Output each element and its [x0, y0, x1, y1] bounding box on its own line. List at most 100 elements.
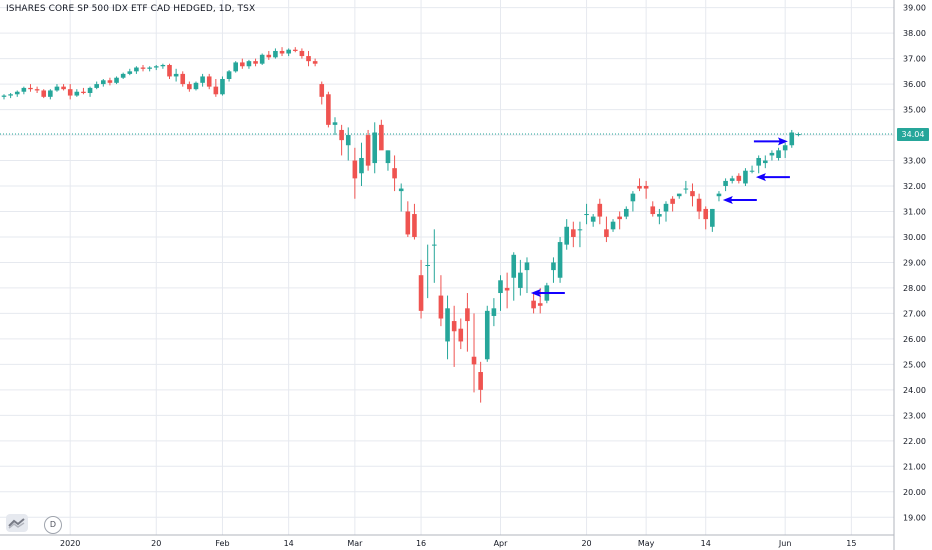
- candle[interactable]: [511, 252, 517, 301]
- candle[interactable]: [246, 59, 252, 69]
- candle[interactable]: [432, 229, 437, 283]
- candle[interactable]: [200, 73, 205, 87]
- candle[interactable]: [445, 295, 450, 360]
- candle[interactable]: [120, 72, 126, 79]
- candle[interactable]: [703, 206, 709, 230]
- candle[interactable]: [657, 208, 662, 225]
- candle[interactable]: [471, 313, 477, 393]
- candle[interactable]: [372, 122, 378, 174]
- candle[interactable]: [405, 201, 411, 237]
- candle[interactable]: [756, 155, 761, 174]
- candle[interactable]: [326, 91, 331, 128]
- candle[interactable]: [650, 201, 656, 217]
- candle[interactable]: [564, 219, 569, 250]
- candle[interactable]: [193, 81, 199, 91]
- candle[interactable]: [551, 257, 556, 283]
- candle[interactable]: [418, 259, 424, 319]
- candle[interactable]: [167, 63, 172, 79]
- candle[interactable]: [180, 71, 186, 87]
- candle[interactable]: [147, 66, 152, 72]
- candle[interactable]: [61, 84, 66, 91]
- candle[interactable]: [438, 275, 444, 327]
- arrow-annotation[interactable]: [722, 196, 757, 205]
- candle[interactable]: [160, 63, 166, 69]
- arrow-annotation[interactable]: [755, 173, 790, 182]
- candle[interactable]: [584, 203, 589, 225]
- candle[interactable]: [465, 293, 470, 352]
- candle[interactable]: [458, 318, 464, 350]
- candle[interactable]: [749, 165, 755, 174]
- candle[interactable]: [630, 191, 636, 212]
- candle[interactable]: [769, 150, 775, 161]
- candle[interactable]: [597, 198, 603, 225]
- candle[interactable]: [676, 193, 682, 199]
- candle[interactable]: [736, 173, 742, 184]
- candle[interactable]: [101, 78, 106, 87]
- candle[interactable]: [286, 48, 291, 57]
- candle[interactable]: [710, 208, 715, 232]
- candle[interactable]: [425, 244, 430, 299]
- candle[interactable]: [21, 86, 27, 95]
- candle[interactable]: [299, 48, 305, 59]
- candle[interactable]: [683, 180, 689, 194]
- candle[interactable]: [220, 76, 225, 96]
- candle[interactable]: [8, 93, 13, 99]
- candle[interactable]: [319, 81, 325, 105]
- candle[interactable]: [134, 66, 139, 74]
- candle[interactable]: [48, 89, 53, 100]
- candle[interactable]: [34, 86, 40, 94]
- candle[interactable]: [173, 68, 179, 82]
- candle[interactable]: [127, 68, 133, 76]
- candle[interactable]: [54, 84, 60, 92]
- candle[interactable]: [571, 221, 576, 248]
- arrow-annotation[interactable]: [530, 289, 565, 298]
- candle[interactable]: [504, 272, 510, 309]
- candle[interactable]: [557, 236, 563, 283]
- candle[interactable]: [352, 147, 358, 199]
- candle[interactable]: [763, 155, 768, 169]
- candle[interactable]: [776, 147, 781, 161]
- candle[interactable]: [312, 58, 318, 67]
- candle[interactable]: [398, 183, 404, 212]
- candle[interactable]: [604, 216, 609, 243]
- candle[interactable]: [240, 58, 245, 69]
- candle[interactable]: [729, 175, 735, 184]
- candle[interactable]: [153, 64, 159, 71]
- candle[interactable]: [623, 206, 629, 220]
- candle[interactable]: [81, 87, 86, 95]
- candle[interactable]: [292, 47, 298, 53]
- candle[interactable]: [114, 76, 119, 85]
- candle[interactable]: [140, 64, 146, 72]
- candle[interactable]: [385, 150, 391, 171]
- candle[interactable]: [723, 178, 728, 192]
- candle[interactable]: [663, 201, 669, 222]
- candle[interactable]: [412, 203, 417, 240]
- interval-button[interactable]: D: [44, 516, 62, 534]
- candle[interactable]: [187, 81, 192, 92]
- candle[interactable]: [87, 86, 93, 97]
- candle[interactable]: [670, 196, 675, 212]
- candle[interactable]: [782, 142, 788, 158]
- candle[interactable]: [74, 89, 80, 97]
- candle[interactable]: [518, 259, 523, 296]
- candle[interactable]: [345, 127, 351, 161]
- candle[interactable]: [590, 214, 596, 227]
- candle[interactable]: [28, 84, 33, 92]
- candle[interactable]: [743, 168, 748, 187]
- candle[interactable]: [696, 193, 702, 220]
- candle[interactable]: [332, 117, 338, 136]
- candle[interactable]: [491, 298, 497, 327]
- arrow-annotation[interactable]: [753, 137, 788, 146]
- candle[interactable]: [451, 305, 457, 367]
- candle[interactable]: [253, 58, 258, 67]
- candle[interactable]: [690, 183, 695, 207]
- candle[interactable]: [273, 48, 278, 59]
- candle[interactable]: [478, 361, 483, 403]
- candle[interactable]: [524, 257, 530, 294]
- candle[interactable]: [94, 81, 99, 90]
- candle[interactable]: [279, 47, 285, 57]
- tradingview-logo-icon[interactable]: [6, 514, 28, 532]
- candle[interactable]: [359, 142, 364, 187]
- candle[interactable]: [498, 275, 503, 311]
- candle[interactable]: [67, 84, 73, 100]
